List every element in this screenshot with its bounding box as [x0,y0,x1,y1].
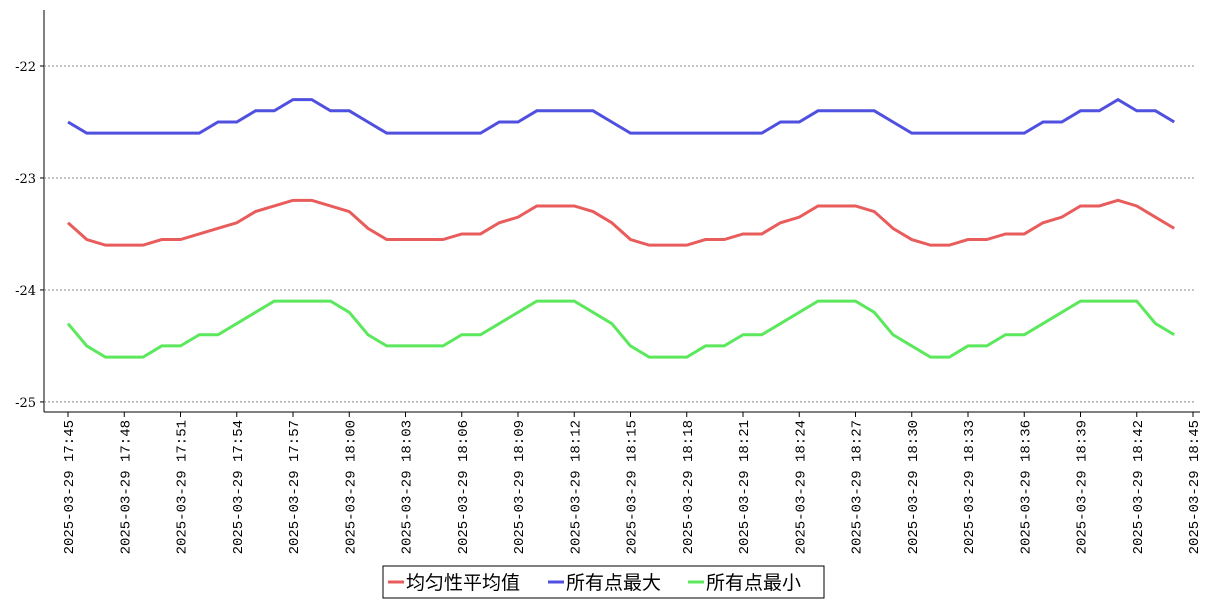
x-tick-label: 2025-03-29 18:00 [343,420,359,554]
x-tick-label: 2025-03-29 17:54 [231,420,247,554]
x-tick-label: 2025-03-29 17:57 [287,420,303,554]
x-tick-label: 2025-03-29 18:33 [962,420,978,554]
y-tick-label: -25 [15,396,36,411]
x-tick-label: 2025-03-29 18:12 [568,420,584,554]
series-line [67,97,1176,135]
x-tick-label: 2025-03-29 17:51 [175,420,191,554]
x-tick-label: 2025-03-29 18:36 [1018,420,1034,554]
x-tick-label: 2025-03-29 18:27 [850,420,866,554]
x-tick-label: 2025-03-29 18:39 [1075,420,1091,554]
legend-box [382,565,825,599]
legend-label: 均匀性平均值 [406,572,520,594]
x-tick-label: 2025-03-29 18:30 [906,420,922,554]
y-tick-label: -24 [15,284,36,299]
x-tick-label: 2025-03-29 18:18 [681,420,697,554]
y-tick-label: -23 [15,172,36,187]
legend-label: 所有点最大 [566,572,661,594]
x-tick-label: 2025-03-29 18:06 [456,420,472,554]
x-tick-label: 2025-03-29 18:15 [625,420,641,554]
x-tick-label: 2025-03-29 18:45 [1187,420,1203,554]
x-tick-label: 2025-03-29 18:42 [1131,420,1147,554]
x-tick-label: 2025-03-29 17:48 [118,420,134,554]
x-tick-label: 2025-03-29 18:24 [793,420,809,554]
y-tick-label: -22 [15,60,36,75]
x-tick-label: 2025-03-29 18:21 [737,420,753,554]
x-tick-label: 2025-03-29 18:09 [512,420,528,554]
series-line [66,299,1176,359]
x-tick-label: 2025-03-29 18:03 [400,420,416,554]
x-tick-label: 2025-03-29 17:45 [62,420,78,554]
series-line [66,198,1176,247]
legend-label: 所有点最小 [706,572,801,594]
